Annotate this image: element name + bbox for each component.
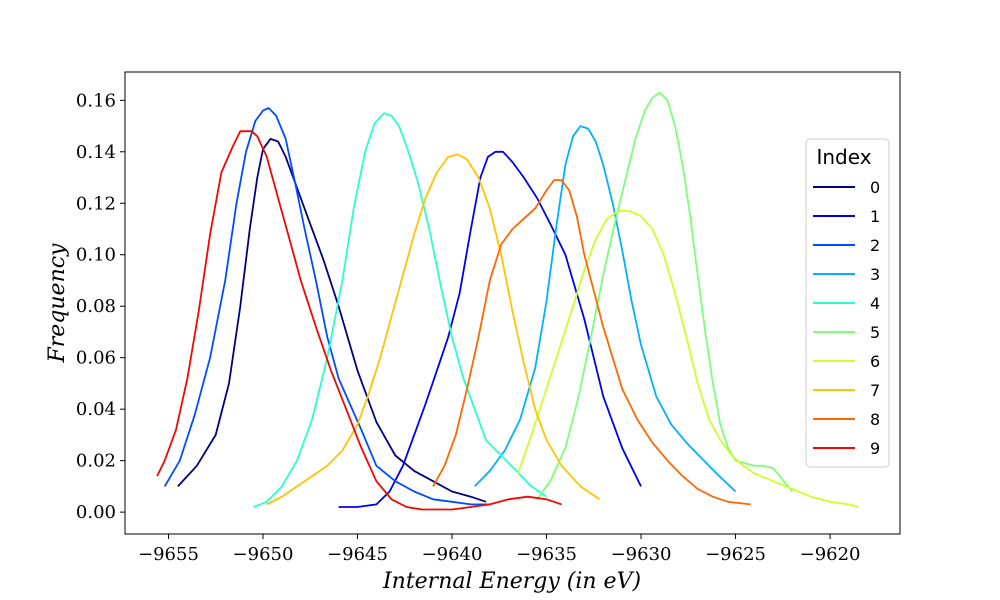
plot-frame: [124, 71, 901, 535]
y-tick-label: 0.14: [76, 142, 116, 163]
x-tick-label: −9645: [327, 544, 388, 565]
y-tick-label: 0.06: [76, 348, 116, 369]
legend-title: Index: [816, 145, 871, 169]
legend-label-7: 7: [870, 381, 880, 400]
y-tick-label: 0.04: [76, 399, 116, 420]
series-line-9: [156, 130, 562, 511]
x-tick-label: −9635: [516, 544, 577, 565]
y-tick-label: 0.00: [76, 502, 116, 523]
y-tick-label: 0.02: [76, 451, 116, 472]
x-axis-title: Internal Energy (in eV): [382, 569, 641, 594]
legend-label-5: 5: [870, 323, 880, 342]
legend-label-8: 8: [870, 410, 880, 429]
series-line-8: [432, 179, 751, 506]
legend-label-3: 3: [870, 265, 880, 284]
series-line-7: [266, 153, 601, 506]
y-tick-label: 0.12: [76, 193, 116, 214]
legend-label-4: 4: [870, 294, 880, 313]
y-tick-label: 0.08: [76, 296, 116, 317]
x-tick-label: −9650: [233, 544, 294, 565]
series-line-6: [517, 210, 859, 508]
legend-label-0: 0: [870, 178, 880, 197]
x-tick-label: −9625: [705, 544, 766, 565]
legend-label-1: 1: [870, 207, 880, 226]
plot-background: [125, 72, 900, 534]
y-tick-label: 0.16: [76, 90, 116, 111]
x-tick-label: −9655: [138, 544, 199, 565]
series-line-5: [536, 91, 793, 500]
series-line-4: [253, 112, 548, 508]
x-tick-label: −9620: [800, 544, 861, 565]
y-axis-title: Frequency: [45, 243, 70, 364]
legend-label-9: 9: [870, 439, 880, 458]
series-layer: [156, 91, 859, 511]
series-line-1: [338, 150, 642, 508]
legend-label-6: 6: [870, 352, 880, 371]
y-axis: 0.00 0.02 0.04 0.06 0.08 0.10 0.12 0.14 0.16: [76, 90, 125, 523]
y-tick-label: 0.10: [76, 245, 116, 266]
series-line-2: [163, 107, 490, 506]
legend: Index 0 1 2 3 4 5 6 7 8 9: [805, 138, 890, 468]
x-tick-label: −9640: [422, 544, 483, 565]
x-axis: −9655 −9650 −9645 −9640 −9635 −9630 −9625 −9620: [138, 534, 861, 565]
x-tick-label: −9630: [611, 544, 672, 565]
legend-entries: 0 1 2 3 4 5 6 7 8 9: [813, 178, 880, 458]
legend-label-2: 2: [870, 236, 880, 255]
